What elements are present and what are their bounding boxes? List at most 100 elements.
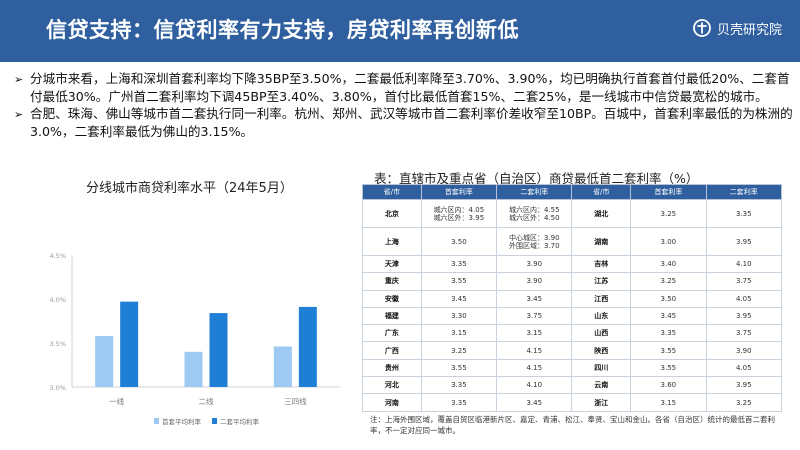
table-rate-cell: 3.95 xyxy=(705,376,783,395)
table-city-cell: 江西 xyxy=(571,289,632,308)
y-tick-label: 3.0% xyxy=(49,384,66,392)
table-rate-cell: 3.45 xyxy=(496,289,573,308)
table-city-cell: 河南 xyxy=(362,393,422,412)
table-city-cell: 湖南 xyxy=(571,227,632,256)
table-city-cell: 云南 xyxy=(571,376,632,395)
bar-second-home xyxy=(209,313,228,387)
bullet-item: ➢ 合肥、珠海、佛山等城市首二套执行同一利率。杭州、郑州、武汉等城市首二套利率价… xyxy=(14,105,794,140)
table-rate-cell: 城六区内：4.55 城六区外：4.50 xyxy=(496,199,573,228)
table-header-cell: 二套利率 xyxy=(705,184,783,200)
table-rate-cell: 3.15 xyxy=(630,393,707,412)
table-rate-cell: 3.35 xyxy=(420,376,498,395)
table-rate-cell: 3.35 xyxy=(420,254,498,274)
bar-second-home xyxy=(298,306,317,387)
table-rate-cell: 3.25 xyxy=(630,199,707,228)
table-rate-cell: 3.25 xyxy=(630,272,707,291)
table-row: 广西 3.25 4.15 陕西 3.55 3.90 xyxy=(362,341,783,360)
table-rate-cell: 3.50 xyxy=(420,227,498,256)
table-rate-cell: 3.55 xyxy=(630,341,707,360)
table-city-cell: 河北 xyxy=(362,376,422,395)
table-city-cell: 江苏 xyxy=(571,272,632,291)
table-rate-cell: 3.50 xyxy=(630,289,707,308)
table-rate-cell: 3.35 xyxy=(420,393,498,412)
table-city-cell: 山东 xyxy=(571,306,632,326)
legend-label: 二套平均利率 xyxy=(220,417,260,426)
table-rate-cell: 4.10 xyxy=(705,254,783,274)
legend-swatch xyxy=(154,418,159,424)
chart-title: 分线城市商贷利率水平（24年5月） xyxy=(86,181,293,196)
table-city-cell: 上海 xyxy=(362,227,422,256)
table-rate-cell: 3.35 xyxy=(705,199,783,228)
table-city-cell: 天津 xyxy=(362,254,422,274)
legend-swatch xyxy=(212,418,217,424)
table-rate-cell: 3.95 xyxy=(705,306,783,326)
table-rate-cell: 3.90 xyxy=(496,254,573,274)
x-tick-label: 一线 xyxy=(109,396,124,406)
rates-table: 省/市 首套利率 二套利率 省/市 首套利率 二套利率 北京 城六区内：4.05 城六区外：3… xyxy=(362,184,783,412)
table-rate-cell: 3.15 xyxy=(420,324,498,343)
shell-logo-icon xyxy=(693,19,711,37)
y-tick-label: 4.0% xyxy=(49,296,66,304)
table-rate-cell: 4.15 xyxy=(496,358,573,378)
slide-header: 信贷支持：信贷利率有力支持，房贷利率再创新低 贝壳研究院 xyxy=(0,0,800,62)
table-rate-cell: 3.55 xyxy=(630,358,707,378)
table-rate-cell: 3.15 xyxy=(496,324,573,343)
bullet-text: 合肥、珠海、佛山等城市首二套执行同一利率。杭州、郑州、武汉等城市首二套利率价差收… xyxy=(30,106,793,139)
table-rate-cell: 3.00 xyxy=(630,227,707,256)
table-rate-cell: 3.25 xyxy=(705,393,783,412)
table-row: 贵州 3.55 4.15 四川 3.55 4.05 xyxy=(362,358,783,378)
bar-first-home xyxy=(184,351,203,387)
table-rate-cell: 3.75 xyxy=(705,324,783,343)
table-header-cell: 首套利率 xyxy=(630,184,707,200)
table-city-cell: 吉林 xyxy=(571,254,632,274)
bar-second-home xyxy=(120,301,139,387)
brand-logo: 贝壳研究院 xyxy=(692,18,782,38)
table-row: 广东 3.15 3.15 山西 3.35 3.75 xyxy=(362,324,783,343)
table-city-cell: 重庆 xyxy=(362,272,422,291)
table-city-cell: 安徽 xyxy=(362,289,422,308)
bullet-item: ➢ 分城市来看，上海和深圳首套利率均下降35BP至3.50%，二套最低利率降至3… xyxy=(14,70,794,105)
table-city-cell: 浙江 xyxy=(571,393,632,412)
table-row: 上海 3.50 中心城区：3.90 外围区域：3.70 湖南 3.00 3.95 xyxy=(362,227,783,256)
table-rate-cell: 中心城区：3.90 外围区域：3.70 xyxy=(496,227,573,256)
brand-logo-text: 贝壳研究院 xyxy=(716,22,782,38)
table-rate-cell: 3.40 xyxy=(630,254,707,274)
table-row: 天津 3.35 3.90 吉林 3.40 4.10 xyxy=(362,254,783,274)
table-footnote: 注：上海外围区域，覆盖自贸区临港新片区、嘉定、青浦、松江、奉贤、宝山和金山。各省… xyxy=(370,415,775,435)
x-tick-label: 二线 xyxy=(199,396,214,406)
table-rate-cell: 4.05 xyxy=(705,289,783,308)
table-row: 河北 3.35 4.10 云南 3.60 3.95 xyxy=(362,376,783,395)
legend-label: 首套平均利率 xyxy=(162,417,202,426)
table-rate-cell: 4.05 xyxy=(705,358,783,378)
table-row: 安徽 3.45 3.45 江西 3.50 4.05 xyxy=(362,289,783,308)
table-city-cell: 四川 xyxy=(571,358,632,378)
table-rate-cell: 3.95 xyxy=(705,227,783,256)
table-city-cell: 福建 xyxy=(362,306,422,326)
bullet-text: 分城市来看，上海和深圳首套利率均下降35BP至3.50%，二套最低利率降至3.7… xyxy=(30,71,790,104)
table-rate-cell: 4.10 xyxy=(496,376,573,395)
table-title: 表：直辖市及重点省（自治区）商贷最低首二套利率（%） xyxy=(374,171,699,186)
table-rate-cell: 城六区内：4.05 城六区外：3.95 xyxy=(420,199,498,228)
table-city-cell: 贵州 xyxy=(362,358,422,378)
x-tick-label: 三四线 xyxy=(284,396,307,406)
table-header-cell: 省/市 xyxy=(571,184,632,200)
table-rate-cell: 3.75 xyxy=(496,306,573,326)
table-rate-cell: 3.60 xyxy=(630,376,707,395)
table-rate-cell: 4.15 xyxy=(496,341,573,360)
table-rate-cell: 3.45 xyxy=(630,306,707,326)
bar-first-home xyxy=(95,335,114,387)
table-rate-cell: 3.45 xyxy=(420,289,498,308)
table-row: 河南 3.35 3.45 浙江 3.15 3.25 xyxy=(362,393,783,412)
y-tick-label: 3.5% xyxy=(49,340,66,348)
table-row: 重庆 3.55 3.90 江苏 3.25 3.75 xyxy=(362,272,783,291)
table-rate-cell: 3.55 xyxy=(420,272,498,291)
table-rate-cell: 3.45 xyxy=(496,393,573,412)
slide-title: 信贷支持：信贷利率有力支持，房贷利率再创新低 xyxy=(46,18,519,42)
table-city-cell: 北京 xyxy=(362,199,422,228)
table-header-cell: 二套利率 xyxy=(496,184,573,200)
bar-first-home xyxy=(273,346,292,387)
table-city-cell: 广东 xyxy=(362,324,422,343)
table-header-cell: 省/市 xyxy=(362,184,422,200)
table-rate-cell: 3.35 xyxy=(630,324,707,343)
